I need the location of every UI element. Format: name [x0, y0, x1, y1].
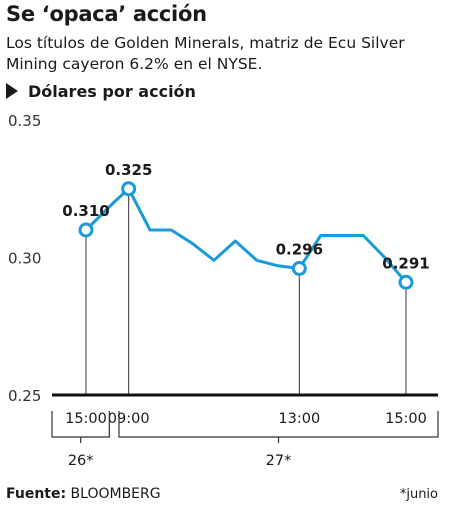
- unit-label: Dólares por acción: [28, 81, 196, 101]
- label-arrow-icon: [6, 83, 18, 99]
- source: Fuente: BLOOMBERG: [6, 486, 161, 502]
- source-value: BLOOMBERG: [70, 486, 161, 502]
- chart-title: Se ‘opaca’ acción: [6, 2, 207, 26]
- x-tick-label: 15:00: [385, 411, 427, 427]
- y-tick-label: 0.30: [8, 250, 41, 268]
- data-point-marker: [121, 181, 137, 197]
- data-label: 0.296: [276, 241, 323, 259]
- data-label: 0.291: [382, 254, 429, 272]
- source-label: Fuente:: [6, 486, 67, 502]
- x-tick-label: 13:00: [278, 411, 320, 427]
- unit-row: Dólares por acción: [6, 81, 196, 101]
- y-tick-label: 0.35: [8, 112, 41, 130]
- data-point-marker: [398, 274, 414, 290]
- y-tick-label: 0.25: [8, 387, 41, 405]
- data-label: 0.325: [105, 161, 152, 179]
- x-tick-label: 09:00: [108, 411, 150, 427]
- day-label: 27*: [266, 453, 292, 469]
- x-tick-label: 15:00: [65, 411, 107, 427]
- day-label: 26*: [68, 453, 94, 469]
- footnote: *junio: [399, 487, 438, 502]
- series-line: [84, 187, 408, 284]
- data-label: 0.310: [62, 202, 109, 220]
- data-point-marker: [291, 261, 307, 276]
- chart-subtitle: Los títulos de Golden Minerals, matriz d…: [6, 34, 405, 73]
- data-point-marker: [78, 222, 94, 238]
